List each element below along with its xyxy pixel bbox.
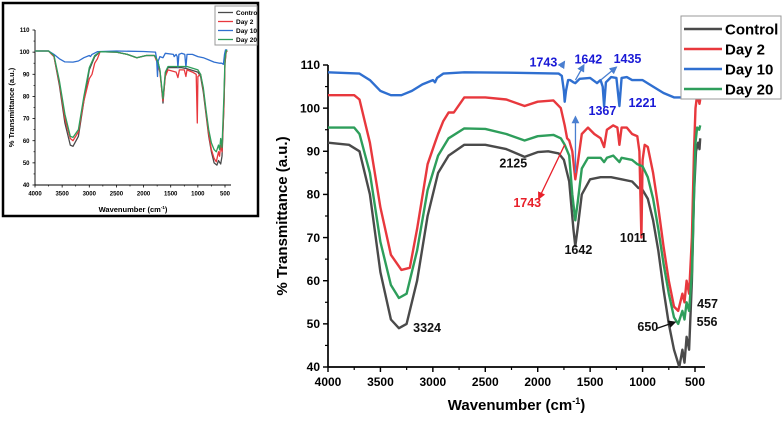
inset-series-day-2 xyxy=(35,50,228,163)
inset-x-tick-label: 3000 xyxy=(83,192,97,198)
main-legend: Control Day 2 Day 10 Day 20 xyxy=(680,15,782,100)
main-series-day-10 xyxy=(327,71,701,108)
inset-x-tick-label: 2000 xyxy=(137,192,151,198)
main-x-tick-label: 3500 xyxy=(367,375,394,389)
inset-series-day-10 xyxy=(35,49,228,78)
main-x-tick-label: 1000 xyxy=(629,375,656,389)
inset-y-tick-label: 90 xyxy=(23,72,30,78)
inset-x-tick-label: 4000 xyxy=(28,192,42,198)
main-y-tick-label: 40 xyxy=(307,360,321,374)
inset-y-tick-label: 50 xyxy=(23,161,30,167)
inset-y-tick-label: 100 xyxy=(19,50,30,56)
inset-x-tick-label: 500 xyxy=(220,192,231,198)
main-annotation-arrow xyxy=(655,320,677,330)
main-y-tick-label: 70 xyxy=(307,231,321,245)
main-legend-label: Day 2 xyxy=(725,41,765,58)
main-chart: 4000 3500 3000 2500 2000 1500 1000 500 40 50 60 70 8… xyxy=(274,15,782,414)
main-y-tick-label: 60 xyxy=(307,274,321,288)
inset-legend-label: Day 2 xyxy=(236,19,254,26)
inset-x-tick-label: 1500 xyxy=(164,192,178,198)
main-x-axis-title: Wavenumber (cm-1) xyxy=(448,396,586,414)
main-peak-label: 650 xyxy=(637,320,658,334)
main-peak-label: 1221 xyxy=(629,96,657,110)
main-peak-label: 3324 xyxy=(413,321,441,335)
inset-y-tick-label: 70 xyxy=(23,117,30,123)
inset-y-tick-label: 80 xyxy=(23,95,30,101)
main-annotation-arrow xyxy=(538,144,566,200)
inset-legend-label: Day 10 xyxy=(236,28,257,35)
inset-legend-label: Control xyxy=(236,10,259,17)
inset-legend-label: Day 20 xyxy=(236,37,257,44)
main-x-tick-label: 4000 xyxy=(315,375,342,389)
main-annotation-arrow xyxy=(557,60,566,70)
main-peak-label: 1743 xyxy=(529,56,557,70)
main-peak-label: 1011 xyxy=(620,231,647,245)
main-peak-label: 457 xyxy=(697,297,718,311)
inset-x-tick-label: 3500 xyxy=(55,192,69,198)
main-y-tick-label: 90 xyxy=(307,144,321,158)
inset-series-control xyxy=(35,50,228,166)
main-x-tick-label: 2000 xyxy=(524,375,551,389)
main-y-tick-label: 50 xyxy=(307,317,321,331)
main-series-day-2 xyxy=(328,93,702,313)
main-peak-label: 1642 xyxy=(574,53,602,67)
inset-y-axis-title: % Transmittance (a.u.) xyxy=(7,67,16,147)
inset-legend: Control Day 2 Day 10 Day 20 xyxy=(214,5,259,46)
inset-x-tick-label: 2500 xyxy=(110,192,124,198)
main-peak-label: 556 xyxy=(697,315,718,329)
inset-series-day-20 xyxy=(35,49,228,153)
main-series-day-20 xyxy=(328,125,702,326)
main-y-tick-label: 110 xyxy=(301,58,321,72)
main-legend-label: Day 20 xyxy=(725,81,773,98)
main-x-tick-label: 2500 xyxy=(472,375,499,389)
inset-y-tick-label: 40 xyxy=(23,183,30,189)
main-peak-label: 1367 xyxy=(589,104,617,118)
main-legend-label: Control xyxy=(725,21,778,38)
main-x-tick-label: 3000 xyxy=(420,375,447,389)
inset-y-tick-label: 110 xyxy=(20,28,30,34)
main-peak-label: 2125 xyxy=(499,157,527,171)
main-legend-label: Day 10 xyxy=(725,61,773,78)
inset-chart: 4000 3500 3000 2500 2000 1500 1000 500 40 50 60 70 8… xyxy=(7,5,259,214)
inset-x-axis-title: Wavenumber (cm-1) xyxy=(99,205,168,214)
main-x-tick-label: 1500 xyxy=(577,375,604,389)
inset-x-tick-label: 1000 xyxy=(191,192,205,198)
main-annotation-arrow xyxy=(574,63,585,81)
main-y-tick-label: 80 xyxy=(307,188,321,202)
main-y-tick-label: 100 xyxy=(300,101,320,115)
main-annotation-arrow xyxy=(600,66,618,81)
inset-y-tick-label: 60 xyxy=(23,139,30,145)
main-peak-label: 1435 xyxy=(614,52,642,66)
main-peak-label: 1642 xyxy=(564,243,592,257)
main-peak-label: 1743 xyxy=(513,196,541,210)
main-y-axis-title: % Transmittance (a.u.) xyxy=(274,136,291,295)
main-series-control xyxy=(327,138,702,369)
main-x-tick-label: 500 xyxy=(685,375,705,389)
